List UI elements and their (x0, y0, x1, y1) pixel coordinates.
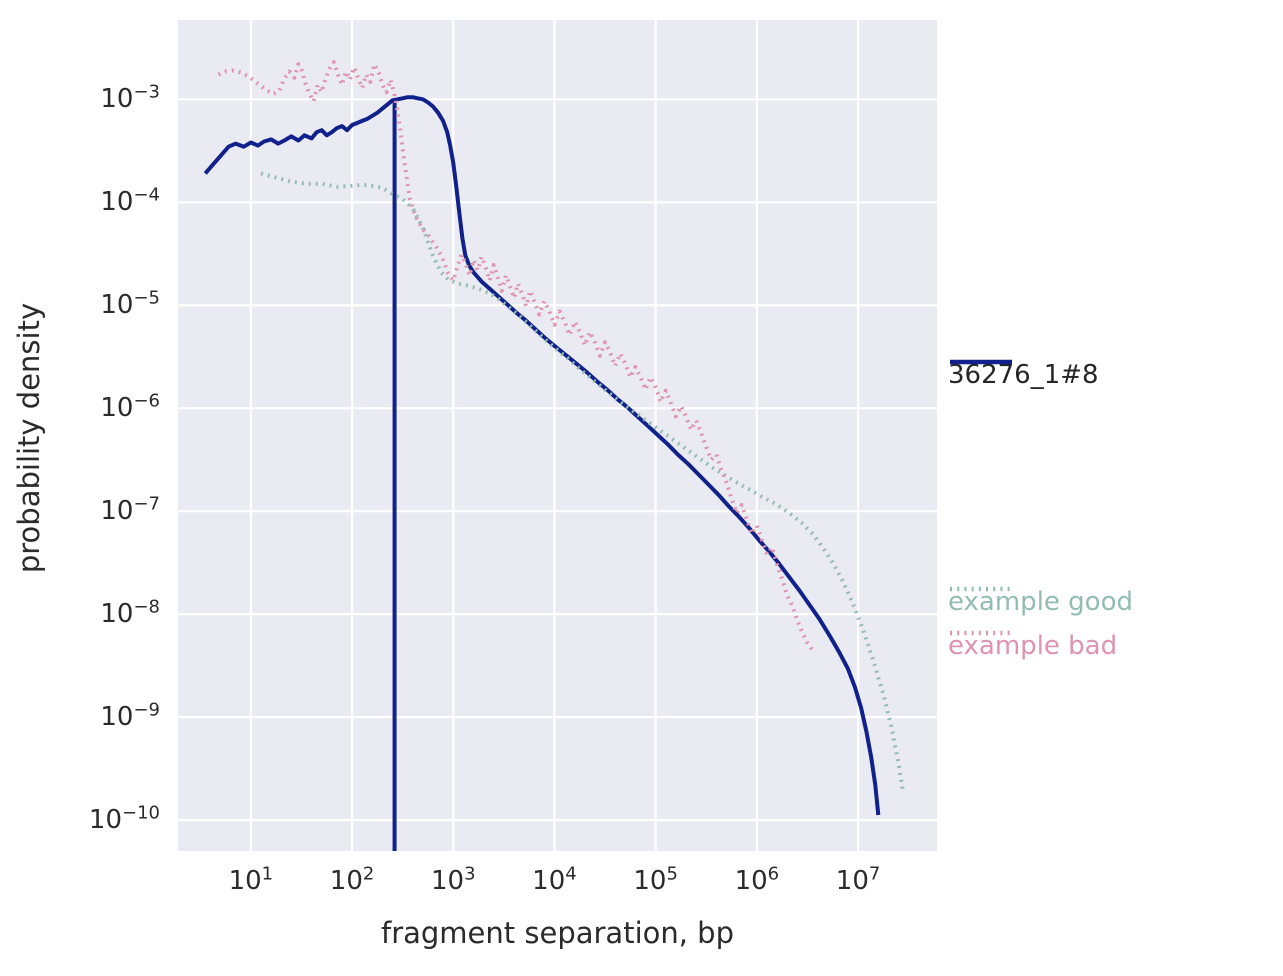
series-line-0 (203, 95, 881, 816)
legend-line-example-bad (950, 630, 1012, 636)
series-group (203, 60, 905, 851)
x-tick-label-1e6: 106 (734, 863, 780, 896)
x-tick-label-1e3: 103 (430, 863, 476, 896)
y-tick-label-1e-10: 10−10 (88, 802, 160, 836)
x-tick-label-1e7: 107 (835, 863, 881, 896)
legend-line-example-good (950, 586, 1012, 592)
y-tick-label-1e-6: 10−6 (100, 390, 160, 424)
y-tick-label-1e-9: 10−9 (100, 699, 160, 733)
series-line-2 (217, 60, 815, 652)
series-line-1 (260, 171, 905, 790)
legend-label-example-bad: example bad (948, 631, 1118, 661)
legend-entry-example-bad: example bad (948, 628, 1117, 664)
y-tick-label-1e-5: 10−5 (100, 287, 160, 321)
axes-background (178, 20, 937, 851)
legend-entry-main: 36276_1#8 (948, 357, 1099, 393)
legend-line-main (950, 359, 1012, 365)
x-tick-label-1e5: 105 (633, 863, 678, 896)
legend-label-main: 36276_1#8 (948, 360, 1099, 390)
y-tick-label-1e-3: 10−3 (100, 81, 160, 115)
legend-label-example-good: example good (948, 587, 1133, 617)
x-axis-label: fragment separation, bp (381, 916, 734, 950)
x-tick-label-1e4: 104 (532, 863, 577, 896)
x-tick-label-1e2: 102 (329, 863, 375, 896)
y-axis-label: probability density (12, 302, 46, 574)
y-tick-label-1e-4: 10−4 (100, 184, 160, 218)
x-tick-label-1e1: 101 (228, 863, 274, 896)
y-tick-label-1e-8: 10−8 (100, 596, 160, 630)
legend-entry-example-good: example good (948, 584, 1133, 620)
y-tick-label-1e-7: 10−7 (100, 493, 160, 527)
